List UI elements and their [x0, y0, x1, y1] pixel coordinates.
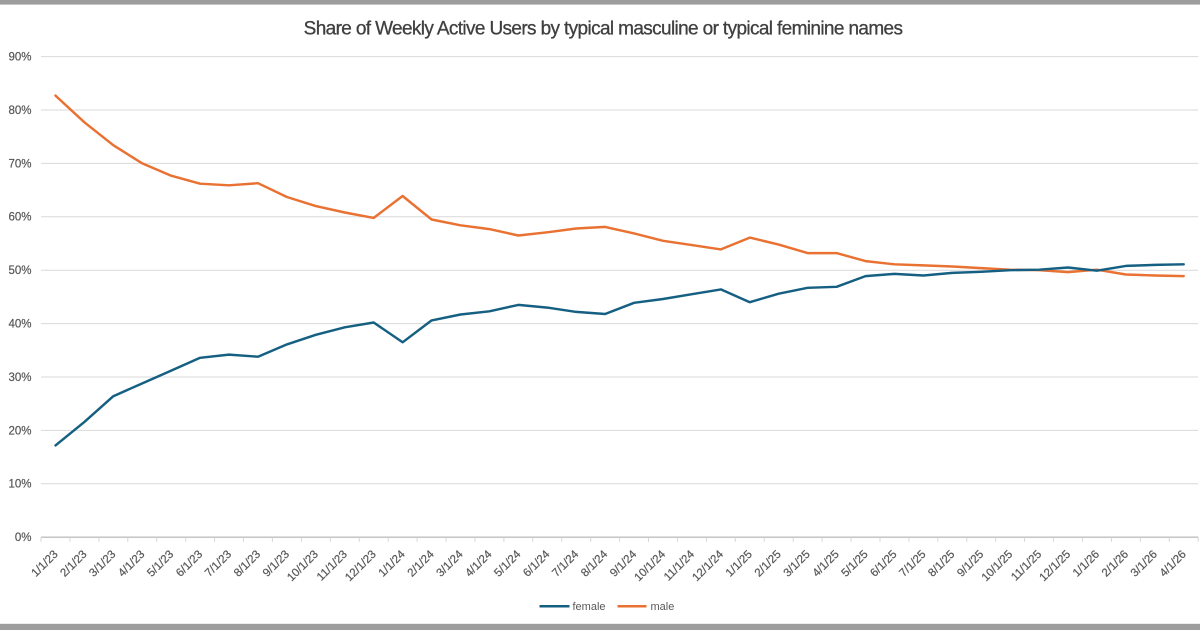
- svg-text:0%: 0%: [15, 532, 32, 544]
- svg-text:Share of Weekly Active Users b: Share of Weekly Active Users by typical …: [304, 19, 903, 40]
- svg-text:male: male: [651, 601, 675, 613]
- svg-text:female: female: [573, 601, 606, 613]
- svg-text:20%: 20%: [8, 425, 31, 437]
- svg-text:30%: 30%: [8, 372, 31, 384]
- svg-text:50%: 50%: [8, 265, 31, 277]
- svg-text:10%: 10%: [8, 479, 31, 491]
- svg-text:80%: 80%: [8, 105, 31, 117]
- svg-text:40%: 40%: [8, 319, 31, 331]
- svg-text:60%: 60%: [8, 212, 31, 224]
- svg-text:70%: 70%: [8, 158, 31, 170]
- svg-text:90%: 90%: [8, 52, 31, 64]
